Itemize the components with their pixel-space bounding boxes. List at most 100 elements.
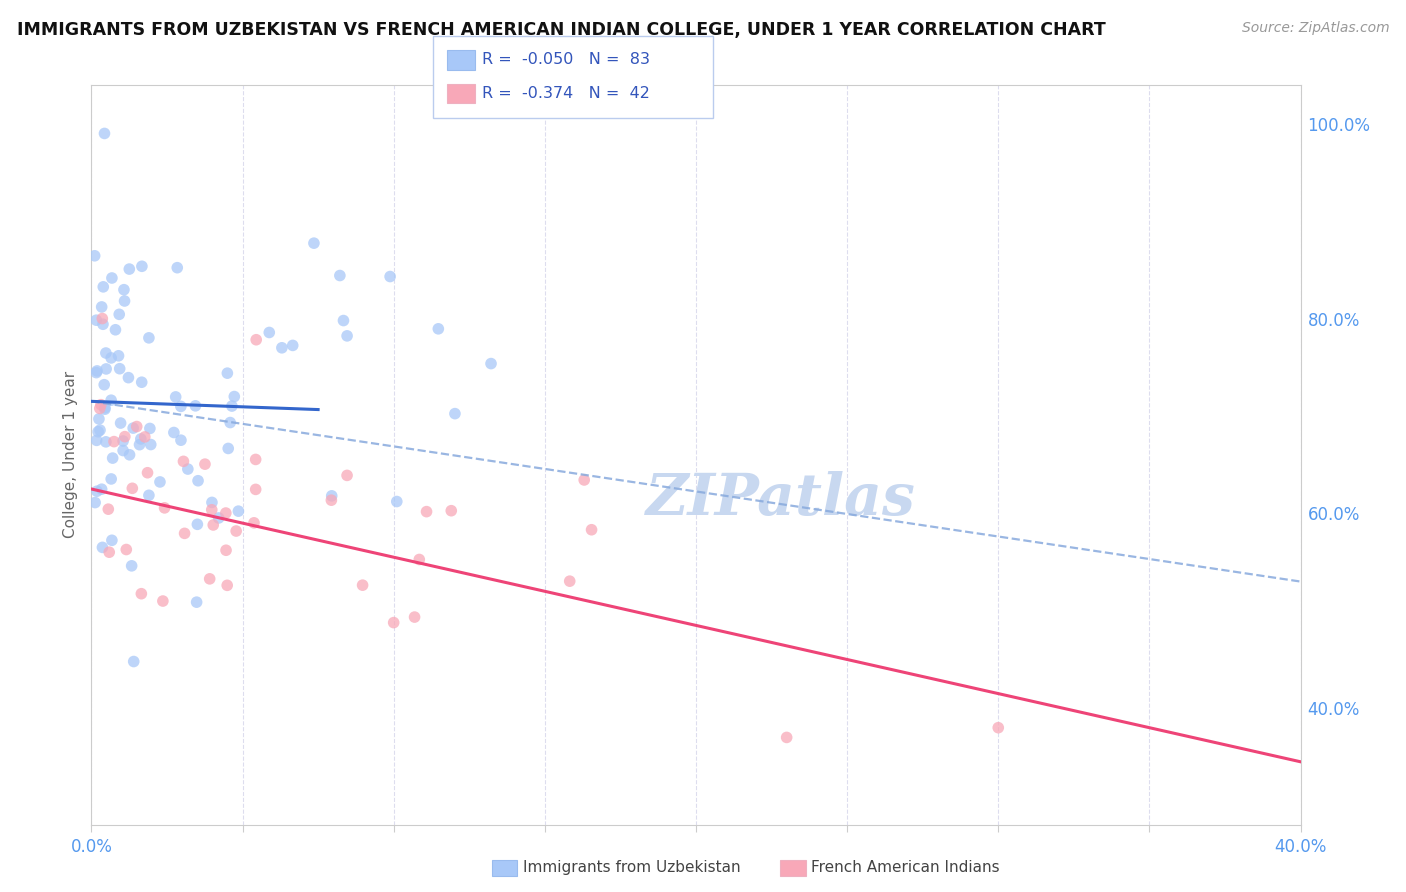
Text: IMMIGRANTS FROM UZBEKISTAN VS FRENCH AMERICAN INDIAN COLLEGE, UNDER 1 YEAR CORRE: IMMIGRANTS FROM UZBEKISTAN VS FRENCH AME… [17, 21, 1105, 39]
Point [194, 457, 217, 471]
Point [86, 484, 108, 499]
Point [131, 260, 153, 274]
Point [201, 495, 224, 509]
Point [270, 341, 292, 355]
Text: Immigrants from Uzbekistan: Immigrants from Uzbekistan [523, 861, 741, 875]
Point [101, 533, 124, 548]
Point [114, 430, 136, 444]
Point [100, 393, 122, 408]
Point [243, 516, 266, 530]
Point [170, 400, 193, 414]
Point [94, 402, 117, 417]
Point [336, 468, 359, 483]
Point [89, 401, 111, 416]
Point [352, 578, 374, 592]
Text: ZIPatlas: ZIPatlas [645, 471, 915, 527]
Point [101, 451, 124, 466]
Text: Source: ZipAtlas.com: Source: ZipAtlas.com [1241, 21, 1389, 36]
Point [91, 311, 114, 326]
Point [152, 594, 174, 608]
Point [134, 430, 156, 444]
Point [245, 333, 267, 347]
Y-axis label: College, Under 1 year: College, Under 1 year [62, 371, 77, 539]
Point [87, 425, 110, 439]
Point [117, 370, 139, 384]
Point [558, 574, 581, 589]
Point [136, 466, 159, 480]
Text: French American Indians: French American Indians [811, 861, 1000, 875]
Point [94, 401, 117, 415]
Point [94, 434, 117, 449]
Point [149, 475, 172, 489]
Point [440, 504, 463, 518]
Point [93, 377, 115, 392]
Point [186, 517, 208, 532]
Point [302, 236, 325, 251]
Point [408, 552, 430, 566]
Point [125, 419, 148, 434]
Point [87, 412, 110, 426]
Point [128, 438, 150, 452]
Point [93, 127, 115, 141]
Point [245, 483, 267, 497]
Point [228, 504, 250, 518]
Point [112, 283, 135, 297]
Point [108, 307, 131, 321]
Point [97, 502, 120, 516]
Point [187, 474, 209, 488]
Point [122, 421, 145, 435]
Point [121, 481, 143, 495]
Point [415, 505, 437, 519]
Point [100, 472, 122, 486]
Point [108, 361, 131, 376]
Point [114, 293, 136, 308]
Point [84, 366, 107, 380]
Point [281, 338, 304, 352]
Point [172, 454, 194, 468]
Point [91, 541, 114, 555]
Point [427, 322, 450, 336]
Point [118, 262, 141, 277]
Point [107, 349, 129, 363]
Point [224, 390, 246, 404]
Point [219, 416, 242, 430]
Point [215, 506, 238, 520]
Point [776, 731, 799, 745]
Point [217, 578, 239, 592]
Point [153, 500, 176, 515]
Point [170, 433, 193, 447]
Point [139, 421, 162, 435]
Point [987, 721, 1010, 735]
Point [98, 545, 121, 559]
Point [404, 610, 426, 624]
Point [479, 357, 502, 371]
Point [378, 269, 401, 284]
Point [177, 462, 200, 476]
Point [444, 407, 467, 421]
Point [139, 437, 162, 451]
Point [90, 398, 112, 412]
Point [129, 432, 152, 446]
Point [215, 543, 238, 558]
Point [166, 260, 188, 275]
Point [94, 346, 117, 360]
Point [173, 526, 195, 541]
Point [138, 488, 160, 502]
Point [208, 511, 231, 525]
Point [101, 271, 124, 285]
Point [131, 376, 153, 390]
Text: R =  -0.050   N =  83: R = -0.050 N = 83 [482, 53, 650, 67]
Point [94, 362, 117, 376]
Text: R =  -0.374   N =  42: R = -0.374 N = 42 [482, 87, 650, 101]
Point [574, 473, 596, 487]
Point [86, 434, 108, 448]
Point [184, 399, 207, 413]
Point [84, 313, 107, 327]
Point [131, 587, 153, 601]
Point [122, 655, 145, 669]
Point [336, 329, 359, 343]
Point [581, 523, 603, 537]
Point [84, 495, 107, 509]
Point [118, 448, 141, 462]
Point [163, 425, 186, 440]
